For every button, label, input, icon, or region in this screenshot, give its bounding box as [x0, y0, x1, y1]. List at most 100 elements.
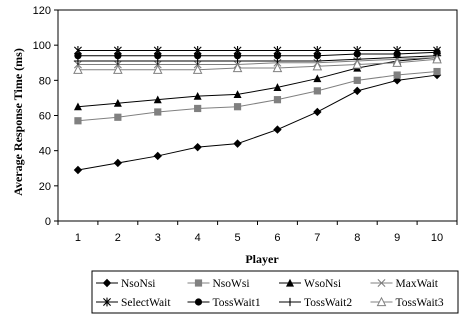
series-tosswait1 — [74, 48, 441, 60]
legend-item: WsoNsi — [279, 278, 341, 290]
legend-item: MaxWait — [370, 278, 439, 290]
data-point — [392, 57, 402, 67]
x-tick-label: 6 — [274, 232, 280, 244]
legend-label: MaxWait — [396, 278, 439, 290]
legend-swatch-marker — [286, 278, 294, 287]
data-point — [73, 64, 83, 74]
y-tick-label: 0 — [45, 216, 51, 228]
data-point — [192, 64, 203, 74]
data-point — [153, 56, 162, 66]
x-tick-label: 3 — [155, 232, 161, 244]
y-tick-label: 100 — [33, 40, 51, 52]
data-point — [73, 56, 83, 66]
legend-swatch-marker — [285, 297, 295, 307]
x-tick-label: 7 — [314, 232, 320, 244]
legend-item: SelectWait — [96, 297, 171, 309]
x-axis: 1 2 3 4 5 6 7 8 9 10 — [57, 221, 458, 244]
data-point — [114, 52, 122, 60]
legend-swatch-marker — [376, 296, 387, 307]
x-tick-label: 9 — [394, 232, 400, 244]
data-point — [272, 62, 283, 73]
series-line — [77, 58, 438, 71]
data-point — [153, 151, 162, 161]
y-tick-label: 20 — [39, 181, 51, 193]
data-point — [113, 56, 122, 66]
data-point — [152, 64, 163, 74]
data-point — [233, 52, 242, 60]
series-layer — [73, 46, 442, 175]
data-point — [193, 56, 202, 66]
data-point — [353, 50, 361, 58]
data-point — [312, 60, 323, 71]
data-point — [114, 113, 122, 121]
series-line — [77, 71, 438, 122]
data-point — [353, 86, 362, 96]
y-tick-label: 80 — [39, 75, 51, 87]
data-point — [313, 74, 322, 83]
x-tick-label: 10 — [431, 232, 443, 244]
data-point — [233, 103, 242, 111]
data-point — [273, 83, 282, 91]
data-point — [313, 87, 321, 95]
series-tosswait3 — [73, 53, 442, 74]
data-point — [352, 59, 363, 69]
data-point — [154, 52, 162, 60]
data-point — [73, 165, 83, 175]
data-point — [113, 64, 123, 74]
x-tick-label: 8 — [354, 232, 360, 244]
x-tick-label: 2 — [115, 232, 121, 244]
legend-item: TossWait1 — [187, 297, 261, 309]
legend-swatch-marker — [194, 279, 203, 287]
data-point — [273, 125, 282, 134]
legend-item: NsoWsi — [187, 278, 250, 290]
data-point — [113, 98, 122, 107]
legend-swatch-marker — [194, 298, 203, 306]
data-point — [273, 52, 282, 60]
series-line — [77, 74, 438, 171]
series-line — [77, 51, 438, 57]
data-point — [113, 158, 123, 168]
legend-swatch-marker — [102, 278, 112, 288]
y-tick-label: 40 — [39, 146, 51, 158]
data-point — [313, 52, 321, 60]
legend-label: TossWait3 — [396, 297, 444, 309]
legend-box — [91, 270, 459, 314]
x-axis-label: Player — [245, 252, 279, 266]
series-nsowsi — [74, 67, 441, 125]
legend-swatch-marker — [103, 297, 111, 307]
data-point — [154, 108, 162, 116]
x-tick-label: 1 — [75, 232, 81, 244]
series-nsonsi — [73, 70, 442, 175]
x-tick-label: 4 — [195, 232, 201, 244]
data-point — [233, 139, 242, 148]
series-line — [77, 55, 438, 62]
data-point — [232, 62, 243, 73]
legend-label: WsoNsi — [304, 278, 341, 290]
data-point — [313, 107, 322, 117]
legend-item: NsoNsi — [96, 278, 156, 290]
y-tick-label: 120 — [33, 5, 51, 17]
data-point — [353, 76, 361, 84]
data-point — [153, 95, 162, 104]
data-point — [433, 67, 441, 76]
legend-item: TossWait3 — [370, 296, 444, 309]
legend-label: NsoWsi — [213, 278, 250, 290]
y-axis: 0 20 40 60 80 100 120 — [33, 5, 58, 228]
data-point — [393, 71, 401, 79]
data-point — [194, 52, 202, 60]
data-point — [74, 117, 82, 125]
x-tick-label: 5 — [234, 232, 240, 244]
y-axis-label: Average Response Time (ms) — [11, 48, 25, 196]
legend-label: NsoNsi — [121, 278, 156, 290]
series-wsonsi — [73, 53, 442, 111]
data-point — [432, 53, 442, 64]
legend-label: TossWait1 — [213, 297, 261, 309]
data-point — [73, 102, 82, 111]
legend-label: SelectWait — [121, 297, 171, 309]
data-point — [273, 96, 282, 104]
series-line — [77, 56, 438, 66]
data-point — [233, 90, 242, 98]
legend-label: TossWait2 — [304, 297, 352, 309]
y-axis-title: Average Response Time (ms) — [11, 48, 25, 196]
